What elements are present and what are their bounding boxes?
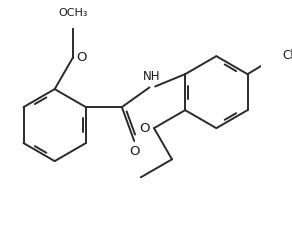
Text: OCH₃: OCH₃ <box>58 8 87 18</box>
Text: O: O <box>140 122 150 135</box>
Text: Cl: Cl <box>282 49 292 62</box>
Text: NH: NH <box>142 70 160 83</box>
Text: O: O <box>77 52 87 64</box>
Text: O: O <box>129 145 139 158</box>
